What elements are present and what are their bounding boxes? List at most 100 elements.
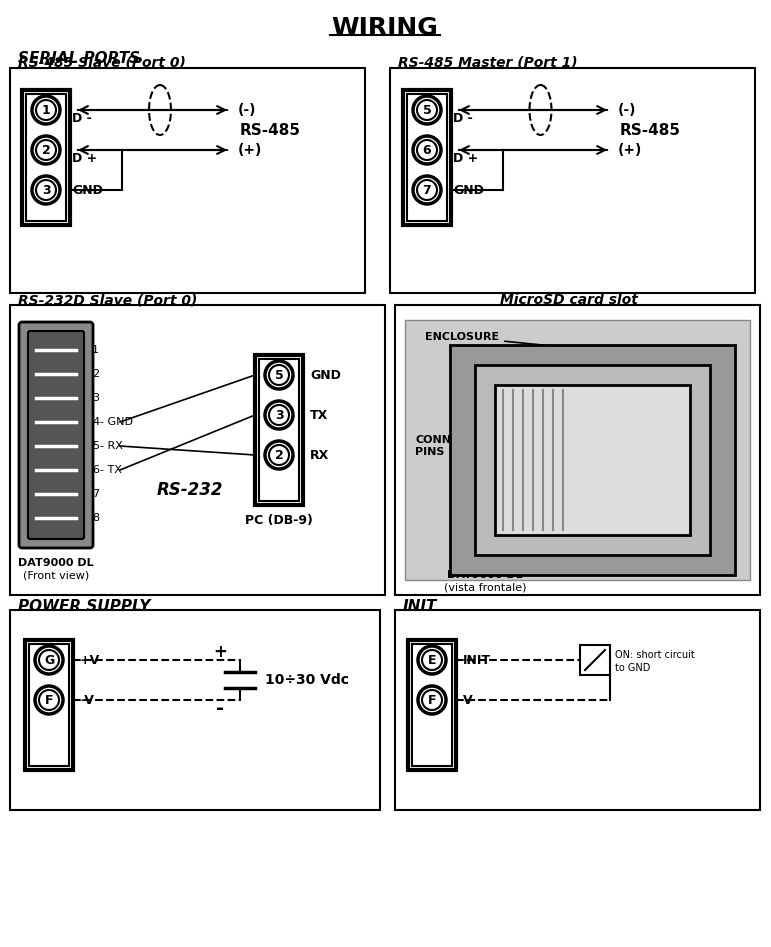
Text: D +: D +: [453, 152, 478, 165]
Text: +: +: [213, 643, 227, 661]
Bar: [412, 644, 452, 766]
Text: 7: 7: [92, 489, 99, 499]
Text: RS-485: RS-485: [620, 122, 681, 137]
Text: D +: D +: [72, 152, 97, 165]
Bar: [450, 345, 735, 575]
Text: RS-485 Master (Port 1): RS-485 Master (Port 1): [398, 55, 577, 69]
Text: RS-485 Slave (Port 0): RS-485 Slave (Port 0): [18, 55, 186, 69]
Circle shape: [35, 646, 63, 674]
Text: TX: TX: [310, 408, 328, 421]
Bar: [403, 90, 451, 225]
Text: SERIAL PORTS: SERIAL PORTS: [18, 50, 140, 65]
Text: 6: 6: [92, 465, 99, 475]
Text: 7: 7: [423, 184, 432, 196]
Text: 1: 1: [92, 345, 99, 355]
Text: GND: GND: [453, 184, 484, 196]
Bar: [390, 68, 755, 293]
Text: (vista frontale): (vista frontale): [444, 582, 527, 592]
Text: INIT: INIT: [463, 653, 491, 667]
Text: RX: RX: [310, 449, 329, 461]
Text: CONNECTION
PINS: CONNECTION PINS: [415, 436, 497, 460]
Circle shape: [35, 686, 63, 714]
Text: (+): (+): [238, 143, 262, 157]
Circle shape: [36, 180, 56, 200]
Text: -V: -V: [80, 693, 94, 706]
Text: 6: 6: [423, 144, 431, 156]
Text: 2: 2: [42, 144, 50, 156]
Text: ENCLOSURE: ENCLOSURE: [425, 332, 588, 351]
Circle shape: [32, 136, 60, 164]
Bar: [395, 305, 760, 595]
Text: MicroSD card slot: MicroSD card slot: [500, 293, 638, 307]
Text: +V: +V: [80, 653, 100, 667]
Text: V-: V-: [463, 693, 477, 706]
Bar: [395, 610, 760, 810]
Text: 3: 3: [274, 408, 283, 421]
Circle shape: [413, 136, 441, 164]
Text: INIT: INIT: [403, 599, 437, 614]
Circle shape: [265, 361, 293, 389]
Bar: [25, 640, 73, 770]
Circle shape: [422, 690, 442, 710]
Bar: [10, 610, 380, 810]
Bar: [22, 90, 70, 225]
Bar: [407, 94, 447, 221]
Text: F: F: [45, 693, 53, 706]
Circle shape: [413, 176, 441, 204]
Text: 10÷30 Vdc: 10÷30 Vdc: [265, 673, 349, 687]
Text: 1: 1: [42, 103, 50, 116]
Text: RS-232D Slave (Port 0): RS-232D Slave (Port 0): [18, 293, 197, 307]
Text: 3: 3: [42, 184, 50, 196]
Circle shape: [269, 445, 289, 465]
Bar: [408, 640, 456, 770]
Circle shape: [32, 176, 60, 204]
Bar: [255, 355, 303, 505]
Bar: [495, 385, 690, 535]
Bar: [259, 359, 299, 501]
Text: 8: 8: [92, 513, 99, 523]
Text: 5: 5: [423, 103, 432, 116]
Circle shape: [417, 180, 437, 200]
Bar: [475, 365, 710, 555]
Circle shape: [39, 650, 59, 670]
Circle shape: [269, 365, 289, 385]
Text: (Front view): (Front view): [23, 570, 89, 580]
Text: F: F: [428, 693, 436, 706]
Text: E: E: [428, 653, 436, 667]
Text: 5: 5: [92, 441, 99, 451]
Circle shape: [422, 650, 442, 670]
Text: 2: 2: [274, 449, 284, 461]
Text: G: G: [44, 653, 54, 667]
Bar: [10, 68, 365, 293]
Text: - GND: - GND: [100, 417, 133, 427]
FancyBboxPatch shape: [19, 322, 93, 548]
Text: 4: 4: [92, 417, 99, 427]
Text: DAT9000 DL: DAT9000 DL: [447, 570, 523, 580]
FancyBboxPatch shape: [28, 331, 84, 539]
Circle shape: [417, 140, 437, 160]
Text: 5: 5: [274, 368, 284, 382]
Text: RS-485: RS-485: [240, 122, 301, 137]
Bar: [26, 94, 66, 221]
Text: PC (DB-9): PC (DB-9): [245, 513, 313, 527]
Text: RS-232: RS-232: [157, 481, 224, 499]
Text: D -: D -: [453, 112, 473, 124]
Circle shape: [265, 441, 293, 469]
Circle shape: [417, 100, 437, 120]
Text: -: -: [216, 699, 224, 718]
Circle shape: [265, 401, 293, 429]
Text: - RX: - RX: [100, 441, 123, 451]
Text: GND: GND: [310, 368, 341, 382]
Bar: [405, 320, 750, 580]
Bar: [29, 644, 69, 766]
Circle shape: [413, 96, 441, 124]
Text: WIRING: WIRING: [332, 16, 439, 40]
Text: ON: short circuit: ON: short circuit: [615, 650, 695, 660]
Circle shape: [418, 646, 446, 674]
Circle shape: [36, 100, 56, 120]
Circle shape: [39, 690, 59, 710]
Circle shape: [32, 96, 60, 124]
Circle shape: [36, 140, 56, 160]
Text: (-): (-): [238, 103, 257, 117]
Bar: [10, 305, 385, 595]
